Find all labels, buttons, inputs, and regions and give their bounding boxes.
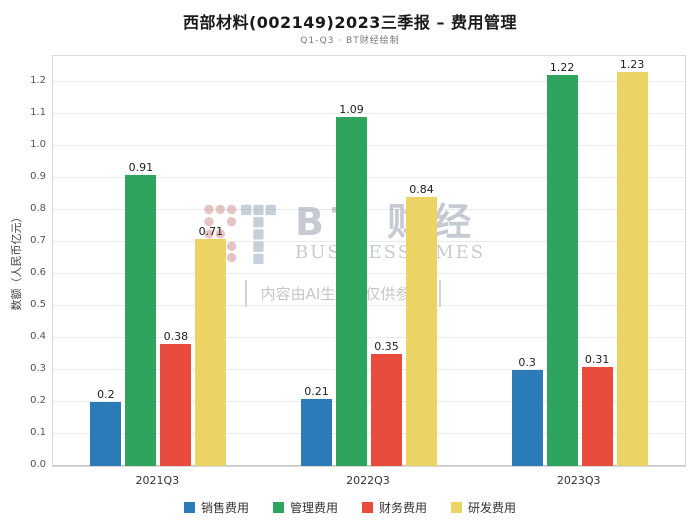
gridline [53, 80, 685, 82]
y-tick-label: 0.1 [30, 426, 46, 438]
y-tick-label: 0.2 [30, 394, 46, 406]
bar-column: 0.91 [125, 56, 157, 466]
gridline [53, 465, 685, 466]
bar-研发费用 [616, 72, 648, 466]
gridline [53, 176, 685, 178]
bar-管理费用 [125, 174, 157, 466]
bar-value-label: 0.71 [198, 224, 224, 238]
bar-column: 0.71 [195, 56, 227, 466]
legend-item-研发费用: 研发费用 [451, 499, 516, 516]
y-axis-label: 数额（人民币亿元） [10, 211, 23, 311]
bar-column: 0.38 [160, 56, 192, 466]
bar-销售费用 [300, 398, 332, 466]
legend-label: 研发费用 [468, 501, 517, 515]
bar-column: 0.3 [511, 56, 543, 466]
legend-label: 管理费用 [289, 501, 338, 515]
y-tick-label: 1.1 [30, 106, 46, 118]
bar-value-label: 0.21 [304, 384, 329, 398]
gridline [53, 304, 685, 306]
y-tick-label: 0.5 [30, 298, 46, 310]
bar-财务费用 [581, 366, 613, 466]
y-tick-label: 0.8 [30, 202, 46, 214]
bar-销售费用 [511, 369, 543, 466]
bar-value-label: 0.3 [518, 355, 536, 369]
legend-label: 财务费用 [379, 501, 428, 515]
bar-group-2022Q3: 0.21 1.09 0.35 0.84 [264, 56, 475, 466]
y-tick-label: 0.0 [30, 459, 46, 470]
legend-item-销售费用: 销售费用 [183, 499, 249, 516]
bar-value-label: 0.84 [409, 182, 434, 196]
bar-管理费用 [335, 116, 367, 466]
bar-value-label: 0.31 [584, 352, 610, 366]
legend-item-管理费用: 管理费用 [272, 499, 338, 516]
bar-value-label: 1.23 [619, 58, 645, 72]
bar-研发费用 [195, 238, 227, 466]
bar-财务费用 [160, 344, 192, 466]
bar-column: 0.31 [581, 56, 613, 466]
legend: 销售费用 管理费用 财务费用 研发费用 [0, 499, 700, 516]
bar-财务费用 [370, 353, 402, 466]
bar-value-label: 0.38 [163, 330, 189, 344]
legend-item-财务费用: 财务费用 [362, 499, 427, 516]
y-tick-label: 0.7 [30, 234, 46, 246]
bar-value-label: 1.22 [549, 61, 575, 75]
bar-value-label: 0.35 [374, 339, 399, 353]
bar-value-label: 0.2 [97, 387, 115, 401]
gridline [53, 432, 685, 434]
bar-column: 0.2 [90, 56, 122, 466]
bar-group-2023Q3: 0.3 1.22 0.31 1.23 [474, 56, 685, 466]
bar-group-2021Q3: 0.2 0.91 0.38 0.71 [53, 56, 264, 466]
gridline [53, 368, 685, 370]
bar-value-label: 1.09 [339, 102, 364, 116]
gridline [53, 208, 685, 210]
y-tick-label: 0.9 [30, 170, 46, 182]
gridline [53, 112, 685, 114]
legend-label: 销售费用 [200, 501, 249, 515]
bar-column: 1.09 [335, 56, 367, 466]
bar-column: 1.22 [546, 56, 578, 466]
bar-column: 0.84 [405, 56, 437, 466]
legend-swatch [451, 502, 463, 513]
gridline [53, 336, 685, 338]
chart-title: 西部材料(002149)2023三季报 – 费用管理 [182, 13, 518, 32]
y-tick-label: 0.3 [30, 362, 46, 374]
legend-swatch [183, 502, 195, 513]
bar-研发费用 [405, 196, 437, 466]
chart-subtitle: Q1-Q3 · BT财经绘制 [300, 36, 400, 46]
bar-column: 1.23 [616, 56, 648, 466]
gridline [53, 400, 685, 402]
bar-value-label: 0.91 [128, 160, 154, 174]
bar-column: 0.35 [370, 56, 402, 466]
x-tick-label: 2023Q3 [556, 474, 601, 487]
y-tick-label: 1.2 [30, 74, 46, 86]
y-tick-label: 1.0 [30, 138, 46, 150]
bar-销售费用 [90, 401, 122, 466]
x-tick-label: 2021Q3 [135, 474, 180, 487]
bar-管理费用 [546, 75, 578, 466]
gridline [53, 240, 685, 242]
x-tick-label: 2022Q3 [346, 474, 390, 487]
bar-column: 0.21 [300, 56, 332, 466]
y-tick-label: 0.6 [30, 266, 46, 278]
plot-area: 0.2 0.91 0.38 0.71 0.21 1.09 0.35 0.84 0.3 1.22 0.… [52, 55, 686, 467]
gridline [53, 272, 685, 274]
legend-swatch [362, 502, 373, 513]
gridline [53, 144, 685, 146]
legend-swatch [272, 502, 284, 513]
y-tick-label: 0.4 [30, 330, 46, 342]
